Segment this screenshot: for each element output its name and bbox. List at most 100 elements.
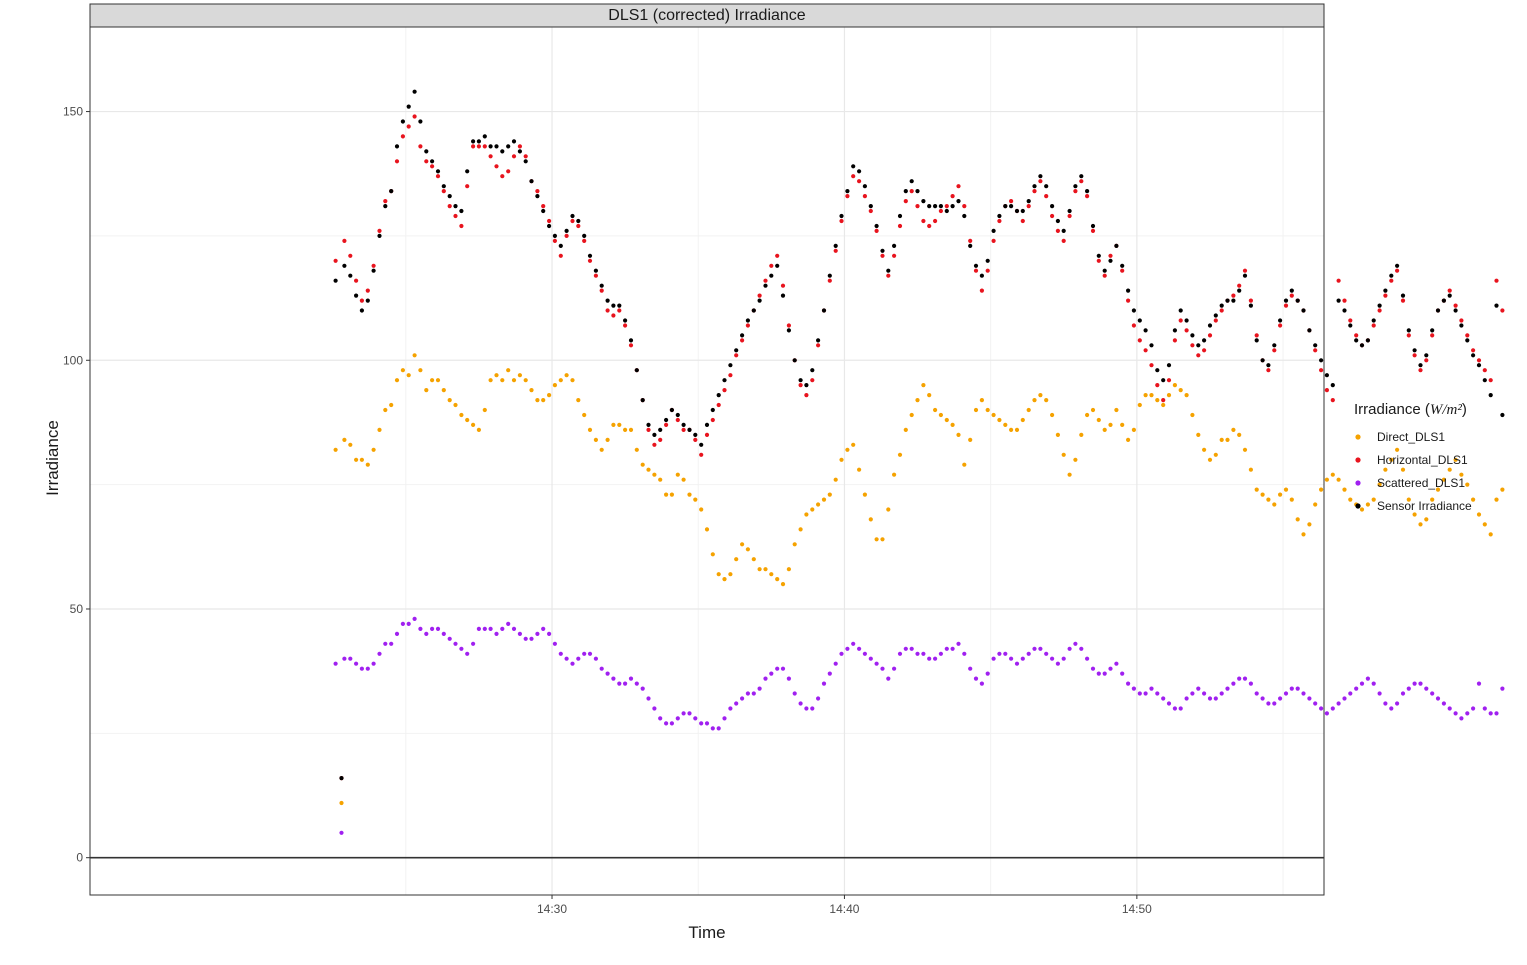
data-point [1260,492,1265,497]
data-point [740,696,745,701]
data-point [593,268,599,273]
data-point [342,437,347,442]
data-point [1219,691,1224,696]
data-point [1336,701,1341,706]
data-point [1166,363,1172,368]
data-point [792,691,797,696]
data-point [1324,373,1329,378]
data-point [476,139,481,144]
data-point [1178,388,1183,393]
data-point [1400,467,1406,472]
data-point [1447,288,1452,293]
data-point [897,452,903,457]
data-point [628,338,634,343]
data-point [1155,383,1160,388]
data-point [435,378,441,383]
data-point [1488,711,1493,716]
data-point [406,124,411,129]
data-point [1278,323,1283,328]
data-point [1359,681,1365,686]
data-point [1050,213,1055,219]
data-point [593,437,599,442]
data-point [623,681,628,686]
data-point [1336,477,1341,482]
data-point [675,716,680,721]
data-point [476,144,481,149]
data-point [558,378,563,383]
data-point [1500,686,1505,691]
data-point [769,263,774,268]
data-point [371,661,376,666]
data-point [862,194,868,199]
data-point [1488,532,1493,537]
data-point [880,253,885,258]
data-point [1307,696,1312,701]
data-point [909,179,914,184]
data-point [658,477,663,482]
data-point [1336,298,1341,303]
data-point [1161,402,1166,408]
data-point [1038,646,1043,651]
data-point [1395,268,1400,273]
data-point [617,303,622,308]
data-point [740,542,745,547]
data-point [400,621,405,627]
legend-key [1355,480,1361,486]
data-point [1067,213,1072,219]
data-point [786,328,792,333]
data-point [1371,318,1376,323]
data-point [418,368,423,373]
data-point [1395,447,1400,452]
data-point [1289,288,1294,293]
data-point [1172,706,1177,711]
data-point [681,477,686,482]
data-point [1283,303,1289,308]
data-point [944,646,949,651]
data-point [687,711,692,716]
data-point [763,676,768,681]
data-point [827,278,832,283]
data-point [892,666,897,671]
data-point [1202,691,1207,696]
data-point [973,676,979,681]
data-point [745,547,751,552]
data-point [1213,452,1218,457]
data-point [488,144,493,149]
data-point [874,223,879,229]
data-point [973,263,979,268]
data-point [740,333,745,338]
data-point [1067,646,1072,651]
data-point [1324,477,1329,482]
data-point [1248,303,1253,308]
data-point [845,447,850,452]
data-point [1096,417,1101,423]
data-point [1254,691,1259,696]
data-point [1459,318,1464,323]
data-point [1295,517,1300,522]
data-point [816,502,821,507]
data-point [623,318,628,323]
data-point [1073,641,1078,646]
data-point [465,184,470,189]
data-point [1149,686,1154,691]
y-tick-label: 0 [76,851,83,865]
data-point [1050,656,1055,661]
data-point [471,144,476,149]
data-point [669,407,675,413]
data-point [1500,308,1505,313]
data-point [333,278,338,283]
data-point [780,283,786,288]
data-point [447,194,452,199]
data-point [1260,358,1265,363]
data-point [459,223,464,229]
data-point [798,378,803,383]
data-point [1319,487,1324,492]
data-point [430,626,435,632]
data-point [1301,691,1306,696]
data-point [1079,174,1084,179]
data-point [552,383,558,388]
data-point [342,656,347,661]
data-point [424,388,429,393]
data-point [482,626,487,632]
data-point [389,189,394,194]
